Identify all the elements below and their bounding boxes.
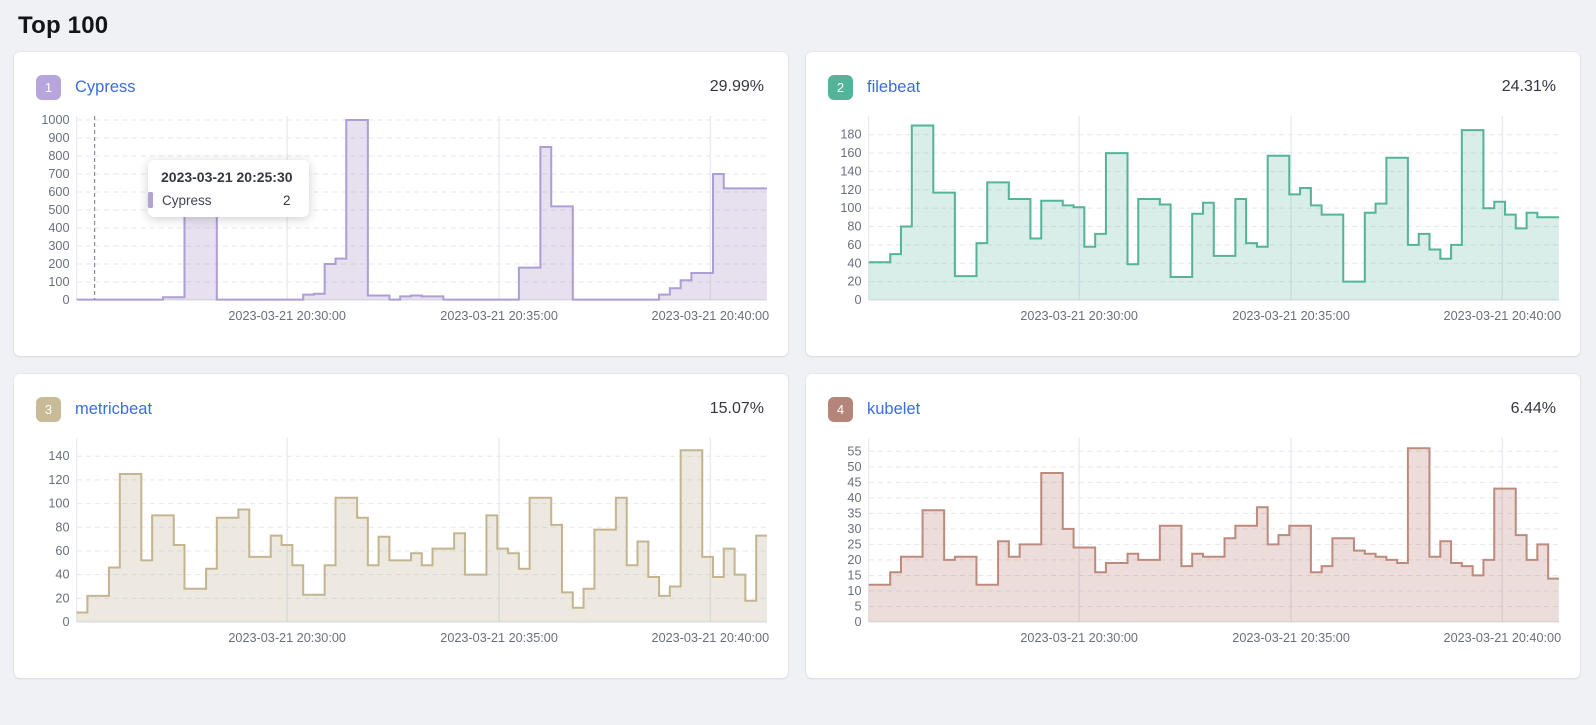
percent-value: 15.07% <box>709 400 764 417</box>
chart-area[interactable]: 0 20 40 60 80 100 120 140 2023-03-21 20:30:00 202… <box>30 430 772 652</box>
x-tick-label: 2023-03-21 20:30:00 <box>228 631 346 645</box>
y-tick-label: 100 <box>48 275 69 289</box>
y-tick-label: 800 <box>48 149 69 163</box>
x-tick-label: 2023-03-21 20:40:00 <box>652 631 770 645</box>
y-tick-label: 50 <box>847 460 861 474</box>
card-header: 2 filebeat 24.31% <box>822 72 1564 102</box>
y-tick-label: 100 <box>840 201 861 215</box>
chart-svg: 0 20 40 60 80 100 120 140 2023-03-21 20:30:00 202… <box>48 438 770 645</box>
chart-card-metricbeat: 3 metricbeat 15.07% 0 20 40 60 80 100 120 140 20… <box>14 374 788 678</box>
y-tick-label: 400 <box>48 221 69 235</box>
chart-card-filebeat: 2 filebeat 24.31% 0 20 40 60 80 100 120 140 160 1… <box>806 52 1580 356</box>
area-stroke <box>868 124 1559 283</box>
series-link[interactable]: filebeat <box>867 77 921 96</box>
x-tick-label: 2023-03-21 20:30:00 <box>1020 631 1138 645</box>
y-tick-label: 80 <box>55 520 69 534</box>
y-tick-label: 20 <box>55 591 69 605</box>
y-tick-label: 5 <box>854 600 861 614</box>
y-tick-label: 160 <box>840 146 861 160</box>
series-marker <box>148 192 153 208</box>
y-tick-label: 0 <box>62 293 69 307</box>
cards-grid: 1 Cypress 29.99% 0 100 200 300 400 500 600 700 8… <box>14 52 1580 678</box>
y-tick-label: 180 <box>840 128 861 142</box>
y-tick-label: 900 <box>48 131 69 145</box>
tooltip-series-value: 2 <box>283 192 291 208</box>
y-tick-label: 300 <box>48 239 69 253</box>
x-tick-label: 2023-03-21 20:35:00 <box>440 309 558 323</box>
y-tick-label: 100 <box>48 497 69 511</box>
chart-card-cypress: 1 Cypress 29.99% 0 100 200 300 400 500 600 700 8… <box>14 52 788 356</box>
y-tick-label: 35 <box>847 506 861 520</box>
chart-area[interactable]: 0 20 40 60 80 100 120 140 160 180 2023-03-21 20:30… <box>822 108 1564 330</box>
page-title: Top 100 <box>18 12 109 39</box>
y-tick-label: 40 <box>55 568 69 582</box>
x-tick-label: 2023-03-21 20:40:00 <box>1444 309 1562 323</box>
y-tick-label: 140 <box>48 449 69 463</box>
area-fill <box>76 450 767 622</box>
series-link[interactable]: kubelet <box>867 399 921 418</box>
y-tick-label: 200 <box>48 257 69 271</box>
chart-card-kubelet: 4 kubelet 6.44% 0 5 10 15 20 25 30 35 40 45 50 55 20… <box>806 374 1580 678</box>
y-tick-label: 120 <box>840 183 861 197</box>
area-fill <box>868 448 1559 622</box>
y-tick-label: 20 <box>847 553 861 567</box>
tooltip-timestamp: 2023-03-21 20:25:30 <box>161 169 293 185</box>
y-tick-label: 0 <box>854 293 861 307</box>
series-link[interactable]: Cypress <box>75 77 136 96</box>
area-stroke <box>868 447 1559 586</box>
y-tick-label: 700 <box>48 167 69 181</box>
y-tick-label: 120 <box>48 473 69 487</box>
y-tick-label: 20 <box>847 275 861 289</box>
y-tick-label: 45 <box>847 475 861 489</box>
area-stroke <box>76 449 767 614</box>
y-tick-label: 500 <box>48 203 69 217</box>
y-tick-label: 600 <box>48 185 69 199</box>
y-tick-label: 60 <box>847 238 861 252</box>
y-tick-label: 60 <box>55 544 69 558</box>
x-tick-label: 2023-03-21 20:30:00 <box>228 309 346 323</box>
card-header: 1 Cypress 29.99% <box>30 72 772 102</box>
y-tick-label: 140 <box>840 165 861 179</box>
y-tick-label: 25 <box>847 537 861 551</box>
y-tick-label: 40 <box>847 491 861 505</box>
x-tick-label: 2023-03-21 20:40:00 <box>652 309 770 323</box>
chart-area[interactable]: 0 5 10 15 20 25 30 35 40 45 50 55 2023-03-21 20:30:0… <box>822 430 1564 652</box>
x-tick-label: 2023-03-21 20:35:00 <box>1232 631 1350 645</box>
y-tick-label: 15 <box>847 569 861 583</box>
tooltip-row: Cypress 2 <box>148 192 297 208</box>
x-tick-label: 2023-03-21 20:30:00 <box>1020 309 1138 323</box>
y-tick-label: 55 <box>847 444 861 458</box>
series-link[interactable]: metricbeat <box>75 399 153 418</box>
chart-svg: 0 100 200 300 400 500 600 700 800 900 1000 2023-03-… <box>41 113 770 323</box>
y-tick-label: 40 <box>847 256 861 270</box>
percent-value: 6.44% <box>1510 400 1556 417</box>
y-tick-label: 10 <box>847 584 861 598</box>
chart-svg: 0 20 40 60 80 100 120 140 160 180 2023-03-21 20:30… <box>840 116 1562 323</box>
y-tick-label: 0 <box>854 615 861 629</box>
y-tick-label: 30 <box>847 522 861 536</box>
chart-tooltip: 2023-03-21 20:25:30 Cypress 2 <box>148 160 309 217</box>
y-tick-label: 0 <box>62 615 69 629</box>
rank-badge: 4 <box>828 396 853 422</box>
rank-badge: 3 <box>36 396 61 422</box>
y-tick-label: 1000 <box>41 113 69 127</box>
chart-area[interactable]: 0 100 200 300 400 500 600 700 800 900 1000 2023-03-… <box>30 108 772 330</box>
y-tick-label: 80 <box>847 220 861 234</box>
percent-value: 24.31% <box>1501 78 1556 95</box>
tooltip-series-label: Cypress <box>162 192 212 208</box>
x-tick-label: 2023-03-21 20:40:00 <box>1444 631 1562 645</box>
percent-value: 29.99% <box>709 78 764 95</box>
x-tick-label: 2023-03-21 20:35:00 <box>1232 309 1350 323</box>
card-header: 4 kubelet 6.44% <box>822 394 1564 424</box>
card-header: 3 metricbeat 15.07% <box>30 394 772 424</box>
rank-badge: 1 <box>36 74 61 100</box>
x-tick-label: 2023-03-21 20:35:00 <box>440 631 558 645</box>
rank-badge: 2 <box>828 74 853 100</box>
